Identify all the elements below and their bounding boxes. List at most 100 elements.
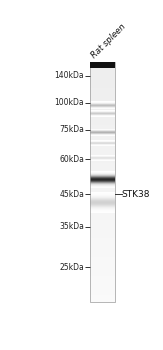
Text: 45kDa: 45kDa [59,190,84,199]
Bar [90,63,115,64]
Bar [90,212,115,213]
Bar [90,80,115,82]
Bar [90,144,115,145]
Bar [90,299,115,300]
Text: 100kDa: 100kDa [55,98,84,107]
Bar [90,231,115,232]
Bar [90,136,115,137]
Bar [90,84,115,85]
Bar [90,278,115,279]
Bar [90,115,115,116]
Bar [90,221,115,222]
Bar [90,238,115,239]
Bar [90,247,115,248]
Bar [90,163,115,164]
Text: 140kDa: 140kDa [55,71,84,80]
Bar [90,197,115,198]
Bar [90,165,115,166]
Bar [90,224,115,225]
Bar [90,94,115,95]
Bar [90,167,115,168]
Bar [90,166,115,167]
Bar [90,280,115,281]
Bar [90,176,115,177]
Bar [90,65,115,66]
Bar [90,296,115,297]
Bar [90,199,115,200]
Bar [90,297,115,298]
Bar [90,173,115,174]
Bar [90,181,115,182]
Bar [90,124,115,125]
Bar [90,78,115,79]
Bar [90,242,115,243]
Bar [90,243,115,244]
Bar [90,256,115,257]
Bar [90,132,115,133]
Bar [90,250,115,251]
Bar [90,239,115,240]
Bar [90,214,115,215]
Bar [90,259,115,260]
Bar [90,248,115,249]
Bar [90,273,115,274]
Bar [90,222,115,223]
Bar [90,133,115,134]
Bar [90,208,115,209]
Bar [90,91,115,92]
Bar [90,290,115,291]
Bar [90,156,115,158]
Bar [90,123,115,124]
Bar [90,184,115,186]
Bar [90,119,115,120]
Bar [90,168,115,169]
Bar [90,182,115,183]
Bar [90,260,115,261]
Bar [90,209,115,210]
Bar [90,255,115,256]
Bar [90,264,115,265]
Bar [90,230,115,231]
Bar [90,122,115,123]
Bar [90,300,115,301]
Bar [90,213,115,214]
Bar [90,145,115,146]
Bar [90,92,115,93]
Bar [90,175,115,176]
Bar [90,220,115,221]
Bar [90,64,115,65]
Bar [90,268,115,269]
Bar [90,148,115,149]
Bar [90,178,115,179]
Bar [90,187,115,188]
Bar [90,186,115,187]
Text: 60kDa: 60kDa [59,155,84,164]
Bar [90,154,115,155]
Bar [90,207,115,208]
Bar [90,263,115,264]
Bar [90,202,115,203]
Bar [90,114,115,115]
Bar [90,188,115,189]
Bar [90,228,115,229]
Bar [90,75,115,76]
Bar [90,90,115,91]
Bar [90,111,115,112]
Bar [90,137,115,138]
Bar [90,161,115,162]
Bar [90,189,115,190]
Bar [90,130,115,131]
Bar [90,164,115,165]
Bar [90,105,115,106]
Bar [90,107,115,108]
Bar [90,240,115,241]
Bar [90,236,115,237]
Bar [90,171,115,172]
Bar [90,104,115,105]
Bar [90,215,115,216]
Bar [90,262,115,263]
Bar [90,147,115,148]
Bar [90,206,115,207]
Bar [90,298,115,299]
Bar [90,291,115,292]
